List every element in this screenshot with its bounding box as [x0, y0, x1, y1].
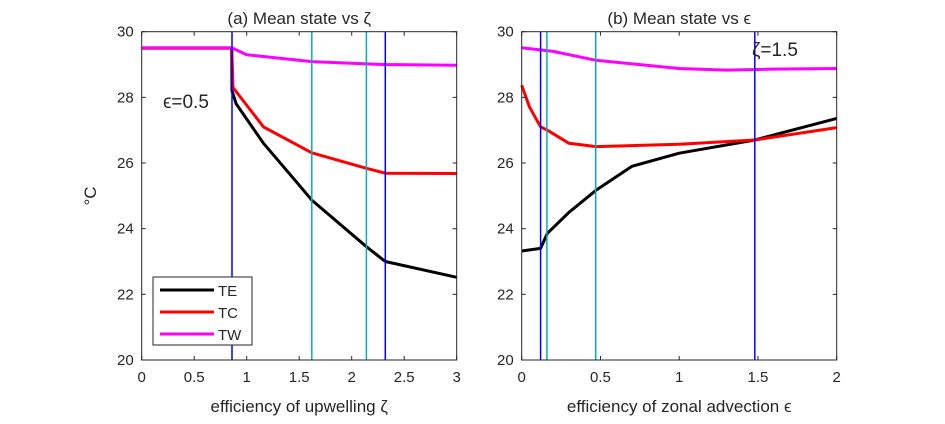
series-line-tw: [141, 46, 457, 67]
x-axis-label: efficiency of upwelling ζ: [211, 397, 389, 416]
x-tick-label: 0: [518, 369, 526, 386]
plot-area: [521, 31, 837, 360]
x-tick-label: 1.5: [748, 369, 769, 386]
x-tick-label: 2: [833, 369, 841, 386]
panel-a: 0 0.5 1 1.5 2 2.5 3 20 22 24 26 28 30 (a) Mean state …: [117, 9, 461, 416]
panel-b: 0 0.5 1 1.5 2 20 22 24 26 28 30 (b) Mean state vs ϵ…: [497, 9, 841, 416]
y-tick-label: 22: [497, 286, 514, 303]
y-tick-label: 26: [497, 155, 514, 172]
y-axis-label: °C: [81, 186, 100, 205]
parameter-annotation: ϵ=0.5: [163, 92, 209, 113]
y-tick-label: 24: [117, 221, 134, 238]
y-tick-label: 30: [497, 24, 514, 41]
x-tick-label: 2.5: [394, 369, 415, 386]
legend-label: TC: [218, 305, 238, 322]
parameter-annotation: ζ=1.5: [752, 40, 798, 61]
y-tick-label: 26: [117, 155, 134, 172]
y-tick-label: 30: [117, 24, 134, 41]
x-tick-label: 3: [453, 369, 461, 386]
legend-label: TE: [218, 283, 237, 300]
x-tick-label: 0.5: [184, 369, 205, 386]
legend-label: TW: [218, 327, 242, 344]
y-tick-label: 20: [117, 352, 134, 369]
chart-title: (b) Mean state vs ϵ: [607, 9, 751, 28]
legend: TE TC TW: [152, 276, 253, 346]
chart-title: (a) Mean state vs ζ: [227, 9, 371, 28]
x-tick-label: 2: [348, 369, 356, 386]
x-axis-label: efficiency of zonal advection ϵ: [567, 397, 792, 416]
y-tick-label: 28: [497, 89, 514, 106]
x-tick-label: 1.5: [289, 369, 310, 386]
x-tick-label: 0.5: [590, 369, 611, 386]
x-tick-label: 1: [675, 369, 683, 386]
y-tick-label: 28: [117, 89, 134, 106]
series-line-tw: [521, 46, 837, 72]
y-tick-label: 24: [497, 221, 514, 238]
x-tick-label: 0: [138, 369, 146, 386]
series-line-tc: [520, 84, 837, 149]
y-tick-label: 22: [117, 286, 134, 303]
y-tick-label: 20: [497, 352, 514, 369]
x-tick-label: 1: [243, 369, 251, 386]
